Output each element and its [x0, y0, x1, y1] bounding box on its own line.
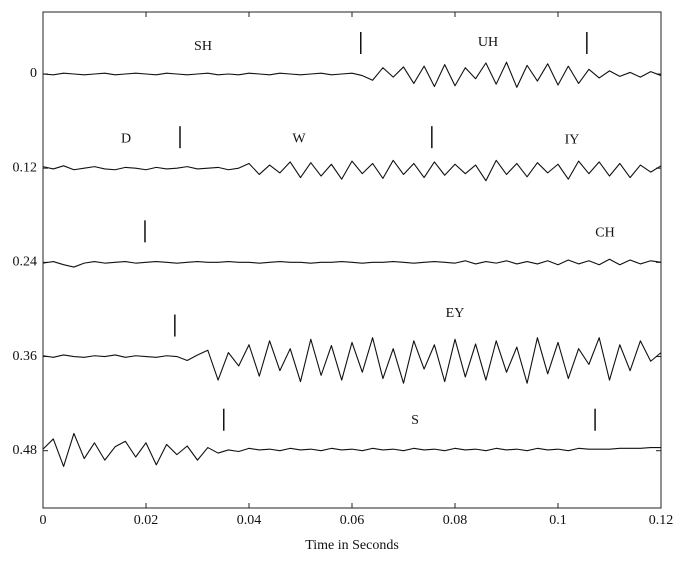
- x-tick-label: 0.12: [649, 513, 674, 528]
- phoneme-label: W: [292, 131, 306, 146]
- waveform: [42, 159, 662, 182]
- x-tick-label: 0.1: [549, 513, 567, 528]
- x-tick-label: 0.04: [237, 513, 262, 528]
- phoneme-label: S: [411, 413, 419, 428]
- waveform: [42, 258, 662, 268]
- phoneme-label: D: [121, 131, 131, 146]
- x-tick-label: 0.06: [340, 513, 365, 528]
- y-tick-label: 0.12: [13, 160, 38, 175]
- phoneme-label: CH: [595, 226, 614, 241]
- waveform: [42, 61, 662, 88]
- phoneme-label: UH: [478, 35, 498, 50]
- waveform: [42, 337, 662, 384]
- phoneme-label: EY: [446, 306, 465, 321]
- phoneme-label: IY: [565, 132, 580, 147]
- phoneme-label: SH: [194, 39, 212, 54]
- y-tick-label: 0.48: [13, 443, 38, 458]
- x-tick-label: 0.02: [134, 513, 159, 528]
- y-tick-label: 0.36: [13, 349, 38, 364]
- x-tick-label: 0.08: [443, 513, 468, 528]
- x-tick-label: 0: [40, 513, 47, 528]
- y-tick-label: 0.24: [13, 255, 38, 270]
- y-tick-label: 0: [30, 66, 37, 81]
- x-axis-label: Time in Seconds: [305, 538, 399, 553]
- waveform: [42, 432, 661, 467]
